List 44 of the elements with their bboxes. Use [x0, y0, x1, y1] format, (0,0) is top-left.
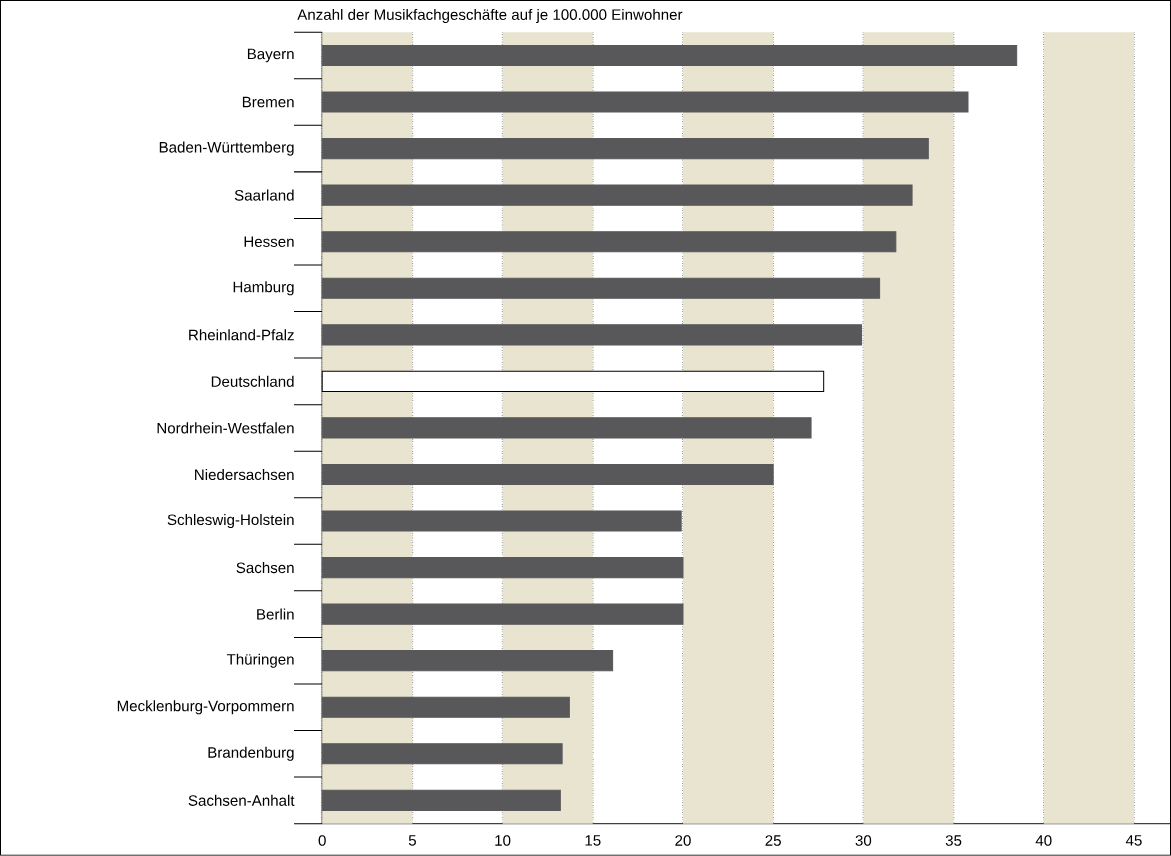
bar [321, 557, 684, 579]
x-tick-label: 20 [675, 835, 691, 846]
x-tick-label: 35 [945, 835, 962, 846]
x-tick-label: 40 [1035, 835, 1052, 846]
y-tick-label: Thüringen [226, 653, 294, 668]
bar [321, 277, 881, 299]
y-tick-label: Sachsen [236, 562, 294, 574]
bar [321, 324, 863, 346]
bar [321, 696, 570, 718]
bar [321, 417, 812, 439]
bar [321, 138, 929, 160]
bar [321, 231, 897, 253]
y-tick-label: Hamburg [233, 281, 294, 296]
y-tick-label: Saarland [234, 189, 294, 201]
y-tick-label: Brandenburg [208, 746, 294, 761]
x-tick-label: 25 [765, 835, 781, 846]
x-tick-label: 10 [495, 835, 511, 846]
y-tick-label: Berlin [257, 608, 294, 620]
x-tick-label: 30 [855, 835, 872, 846]
y-tick-label: Hessen [244, 236, 294, 248]
y-tick-label: Sachsen-Anhalt [188, 794, 295, 806]
x-tick-label: 15 [585, 835, 601, 846]
bar [321, 743, 563, 765]
y-tick-label: Niedersachsen [195, 469, 294, 481]
bar [321, 463, 774, 486]
x-tick-label: 0 [318, 835, 326, 846]
y-tick-label: Baden-Württemberg [159, 141, 294, 156]
bar [321, 650, 614, 672]
bar [321, 603, 684, 625]
bar [321, 44, 1018, 67]
bar [321, 789, 561, 812]
bar [321, 510, 682, 532]
y-tick-label: Bremen [242, 96, 294, 108]
x-tick-label: 5 [408, 835, 416, 846]
y-tick-label: Schleswig-Holstein [167, 514, 294, 529]
x-tick-label: 45 [1125, 835, 1142, 846]
bar [321, 184, 913, 206]
y-tick-label: Rheinland-Pfalz [189, 329, 294, 341]
chart-title: Anzahl der Musikfachgeschäfte auf je 100.000 Einwohner [297, 8, 683, 24]
y-tick-label: Mecklenburg-Vorpommern [117, 700, 294, 715]
bar [321, 91, 969, 113]
y-tick-label: Deutschland [211, 375, 294, 387]
y-tick-label: Bayern [247, 48, 294, 63]
y-tick-label: Nordrhein-Westfalen [157, 422, 294, 434]
